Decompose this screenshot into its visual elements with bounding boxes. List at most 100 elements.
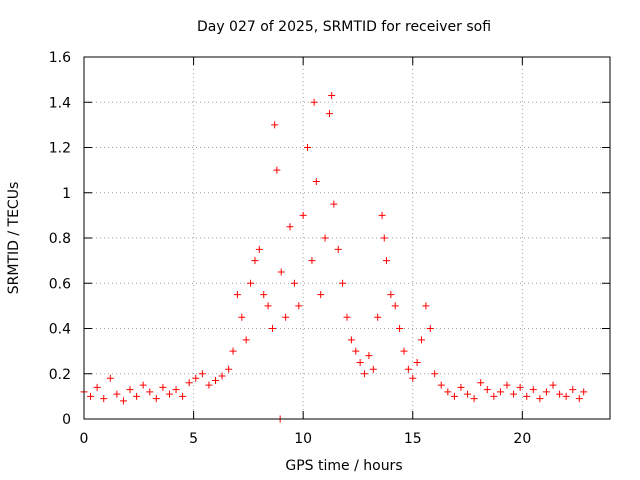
data-point	[242, 336, 250, 344]
data-point	[334, 245, 342, 253]
y-tick-label: 1.2	[49, 141, 71, 157]
data-point	[464, 390, 472, 398]
data-point	[490, 392, 498, 400]
data-point	[575, 395, 583, 403]
data-point	[426, 325, 434, 332]
x-tick-label: 20	[513, 431, 531, 447]
data-point	[569, 386, 577, 394]
data-point	[218, 372, 226, 380]
data-point	[264, 302, 272, 310]
data-point	[93, 383, 101, 391]
data-point	[365, 352, 373, 360]
data-point	[542, 388, 550, 396]
data-point	[255, 245, 263, 253]
data-point	[310, 98, 318, 106]
data-point	[268, 325, 276, 332]
data-point	[192, 374, 200, 382]
data-point	[185, 379, 193, 387]
y-tick-label: 0	[62, 412, 71, 428]
y-tick-label: 0.8	[49, 231, 71, 247]
data-point	[536, 395, 544, 403]
data-point	[325, 110, 333, 118]
data-point	[580, 388, 588, 396]
data-point	[106, 374, 114, 382]
data-point	[378, 211, 386, 219]
x-axis-label: GPS time / hours	[285, 458, 402, 474]
data-point	[347, 336, 355, 344]
data-point	[396, 325, 404, 332]
data-point	[321, 234, 329, 242]
data-point	[374, 313, 382, 321]
plot-frame	[83, 56, 611, 420]
data-point	[146, 388, 154, 396]
x-tick-label: 0	[80, 431, 89, 447]
tick-labels: 0 0.2 0.4 0.6 0.8 1 1.2 1.4 1.6 0 5 10 15 20	[49, 50, 532, 447]
data-point	[165, 390, 173, 398]
data-point	[330, 200, 338, 208]
data-point	[205, 381, 213, 389]
data-point	[523, 392, 531, 400]
y-tick-label: 1.4	[49, 95, 71, 111]
data-point	[503, 381, 511, 389]
data-point	[431, 370, 439, 378]
y-tick-label: 0.4	[49, 322, 71, 338]
data-point	[422, 302, 430, 310]
data-point	[343, 313, 351, 321]
data-point	[437, 381, 445, 389]
data-point	[328, 91, 336, 99]
data-point	[516, 383, 524, 391]
data-point	[409, 374, 417, 382]
data-point	[356, 358, 364, 366]
data-point	[273, 166, 281, 174]
data-point	[444, 388, 452, 396]
data-point	[529, 386, 537, 394]
data-point	[450, 392, 458, 400]
y-tick-label: 1.6	[49, 50, 71, 66]
data-point	[361, 370, 369, 378]
grid-lines	[84, 57, 610, 419]
data-point	[483, 386, 491, 394]
data-point	[418, 336, 426, 344]
data-point	[556, 390, 564, 398]
data-point	[339, 279, 347, 287]
data-point	[159, 383, 167, 391]
chart-title: Day 027 of 2025, SRMTID for receiver sof…	[197, 19, 491, 35]
axis-ticks	[83, 56, 610, 420]
data-point	[496, 388, 504, 396]
data-point	[251, 257, 259, 265]
data-point	[247, 279, 255, 287]
data-point	[100, 395, 108, 403]
data-point	[308, 257, 316, 265]
data-points	[80, 91, 588, 423]
data-point	[312, 177, 320, 185]
data-point	[304, 144, 312, 151]
data-point	[413, 358, 421, 366]
x-tick-label: 5	[189, 431, 198, 447]
data-point	[233, 291, 241, 299]
data-point	[391, 302, 399, 310]
data-point	[271, 121, 279, 129]
data-point	[113, 390, 121, 398]
data-point	[295, 302, 303, 310]
data-point	[225, 365, 233, 373]
data-point	[277, 268, 285, 276]
data-point	[238, 313, 246, 321]
data-point	[152, 395, 160, 403]
y-axis-label: SRMTID / TECUs	[6, 182, 22, 295]
data-point	[369, 365, 377, 373]
data-point	[229, 347, 237, 355]
data-point	[139, 381, 147, 389]
y-tick-label: 0.6	[49, 276, 71, 292]
y-tick-label: 1	[62, 186, 71, 202]
data-point	[179, 392, 187, 400]
data-point	[387, 291, 395, 299]
x-tick-label: 10	[294, 431, 312, 447]
data-point	[470, 395, 478, 403]
data-point	[299, 211, 307, 219]
x-tick-label: 15	[404, 431, 422, 447]
y-tick-label: 0.2	[49, 367, 71, 383]
data-point	[260, 291, 268, 299]
data-point	[212, 377, 219, 385]
